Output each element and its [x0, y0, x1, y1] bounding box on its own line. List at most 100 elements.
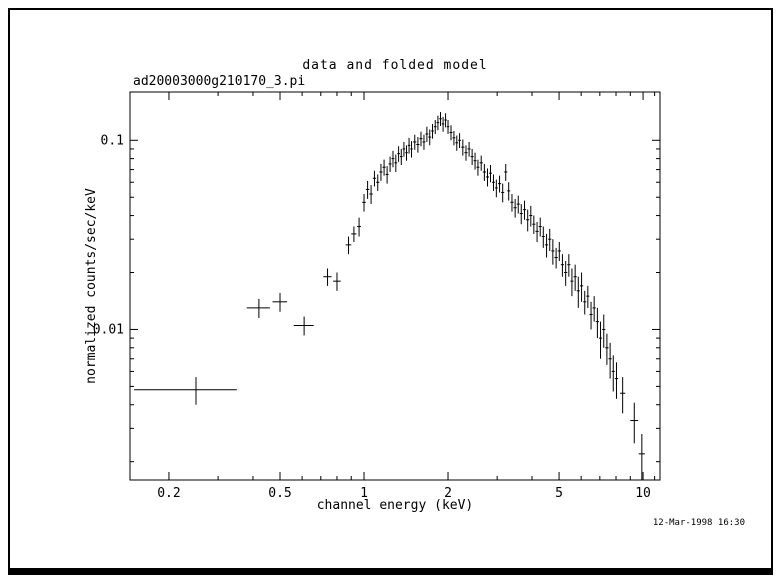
- data-point: [372, 170, 377, 187]
- data-point: [333, 272, 341, 291]
- data-point: [385, 166, 389, 184]
- data-point: [608, 342, 612, 379]
- data-point: [425, 126, 429, 142]
- data-point: [449, 125, 453, 141]
- data-point: [293, 316, 314, 336]
- data-point: [382, 159, 386, 176]
- data-point: [351, 226, 357, 242]
- data-point: [538, 217, 542, 237]
- y-tick-label: 0.01: [93, 322, 124, 337]
- data-point: [526, 209, 530, 232]
- data-point: [548, 228, 552, 251]
- data-point: [458, 133, 461, 149]
- data-point: [529, 205, 533, 227]
- data-point: [560, 254, 564, 277]
- data-point: [272, 292, 288, 312]
- x-tick-label: 5: [555, 486, 563, 501]
- data-point: [446, 120, 450, 134]
- data-point: [246, 298, 270, 318]
- data-point: [583, 290, 587, 315]
- data-point: [576, 276, 580, 308]
- data-point: [399, 148, 403, 166]
- data-point: [630, 402, 639, 444]
- data-point: [365, 180, 370, 199]
- data-point: [394, 154, 398, 172]
- x-axis-label: channel energy (keV): [316, 498, 474, 513]
- data-point: [467, 141, 471, 157]
- data-point: [482, 163, 486, 181]
- data-point: [510, 194, 514, 212]
- data-point: [455, 135, 459, 151]
- x-tick-label: 2: [444, 486, 452, 501]
- data-point: [444, 113, 447, 128]
- data-point: [501, 183, 505, 203]
- data-point: [452, 130, 456, 146]
- data-point: [592, 296, 596, 322]
- y-axis-label: normalized counts/sec/keV: [84, 188, 99, 384]
- data-point: [422, 134, 426, 150]
- data-point: [461, 139, 465, 156]
- data-point: [464, 145, 468, 161]
- data-point: [554, 247, 558, 269]
- dataset-label: ad20003000g210170_3.pi: [133, 74, 306, 89]
- data-point: [551, 239, 555, 265]
- data-point: [485, 168, 490, 187]
- data-point: [516, 195, 520, 214]
- data-point: [595, 307, 599, 339]
- data-point: [436, 115, 440, 131]
- plot-title: data and folded model: [302, 58, 488, 73]
- data-point: [579, 272, 584, 302]
- data-point: [134, 377, 237, 405]
- x-tick-label: 10: [635, 486, 651, 501]
- y-tick-label: 0.1: [101, 133, 124, 148]
- data-point: [345, 236, 352, 255]
- data-point: [323, 268, 332, 286]
- data-point: [611, 355, 615, 392]
- data-point: [614, 362, 619, 399]
- data-point: [357, 217, 361, 237]
- data-point: [362, 194, 366, 212]
- data-point: [620, 377, 626, 414]
- x-tick-label: 0.5: [268, 486, 291, 501]
- data-point: [479, 155, 483, 171]
- data-point: [567, 254, 571, 277]
- data-point: [369, 185, 373, 205]
- data-point: [388, 156, 392, 172]
- data-point: [476, 159, 480, 176]
- data-point: [507, 182, 511, 201]
- data-point: [397, 146, 400, 162]
- data-point: [439, 112, 442, 126]
- data-point: [605, 333, 609, 365]
- data-point: [570, 268, 574, 297]
- data-point: [433, 120, 437, 134]
- data-point: [407, 137, 411, 154]
- data-point: [564, 261, 568, 286]
- data-point: [602, 314, 606, 348]
- data-point: [402, 141, 406, 157]
- data-point: [428, 129, 432, 146]
- data-point: [489, 165, 492, 183]
- data-point: [416, 137, 420, 153]
- timestamp: 12-Mar-1998 16:30: [652, 518, 745, 528]
- data-point: [589, 301, 593, 330]
- data-point: [532, 215, 536, 234]
- data-point: [573, 264, 577, 291]
- data-point: [586, 285, 590, 308]
- data-point: [491, 174, 495, 191]
- data-point: [379, 163, 383, 181]
- x-tick-label: 0.2: [157, 486, 180, 501]
- data-point: [470, 148, 474, 166]
- data-point: [638, 434, 645, 480]
- data-point: [544, 233, 549, 258]
- data-point: [557, 241, 561, 262]
- x-tick-label: 1: [360, 486, 368, 501]
- data-point: [413, 134, 417, 150]
- data-point: [535, 221, 539, 242]
- data-point: [497, 175, 502, 193]
- data-point: [541, 226, 545, 248]
- data-point: [598, 321, 603, 359]
- data-point: [410, 141, 413, 158]
- data-point: [419, 131, 423, 147]
- data-point: [441, 116, 445, 132]
